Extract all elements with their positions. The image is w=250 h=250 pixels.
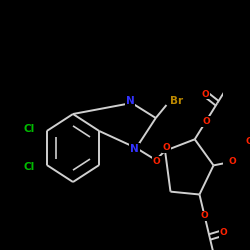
Text: Cl: Cl [23,124,34,134]
Text: N: N [126,96,134,106]
Text: O: O [153,156,160,166]
Text: O: O [246,138,250,146]
Text: O: O [202,117,210,126]
Text: O: O [202,90,209,98]
Text: O: O [163,143,171,152]
Text: Br: Br [170,96,183,106]
Text: O: O [201,211,208,220]
Text: N: N [130,144,139,154]
Text: O: O [220,228,227,237]
Text: O: O [229,157,237,166]
Text: Cl: Cl [23,162,34,172]
